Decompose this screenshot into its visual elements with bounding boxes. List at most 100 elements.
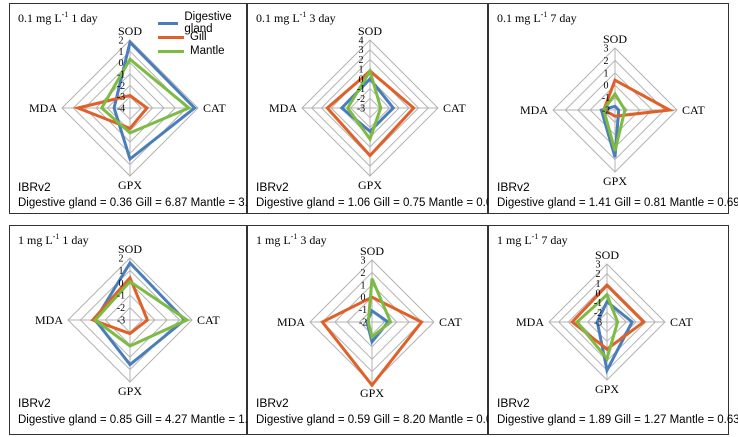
tick-label: 0 (119, 278, 124, 289)
series-mantle (574, 292, 620, 362)
axis-label-sod: SOD (118, 242, 142, 256)
ibr-values: Digestive gland = 0.85 Gill = 4.27 Mantl… (18, 414, 261, 426)
tick-label: -2 (594, 308, 602, 319)
radar-panel: 3 2 1 0 -1 -2 SOD CAT GPX MDA 1 mg L-1 3 day IBRv… (247, 225, 499, 435)
tick-label: 3 (604, 44, 609, 55)
axis-label-gpx: GPX (595, 382, 619, 396)
tick-label: 3 (361, 256, 366, 267)
legend-swatch (158, 35, 184, 39)
radar-panel: 3 2 1 0 -1 -2 SOD CAT GPX MDA 0.1 mg L-1 7 day IB… (488, 3, 738, 214)
axis-label-gpx: GPX (118, 178, 142, 192)
series-gill (90, 275, 150, 336)
tick-label: -2 (117, 81, 125, 92)
axis-label-mda: MDA (35, 313, 63, 327)
axis-label-cat: CAT (197, 313, 220, 327)
tick-label: 3 (596, 260, 601, 271)
legend-label: Gill (190, 31, 207, 43)
series-mantle (602, 91, 627, 152)
tick-label: -1 (117, 70, 125, 81)
radar-panel: 2 1 0 -1 -2 -3 SOD CAT GPX MDA 1 mg L-1 1 day IBR… (9, 225, 261, 435)
tick-label: -1 (117, 291, 125, 302)
series-digestive-gland (595, 299, 634, 375)
axis-label-gpx: GPX (360, 386, 384, 400)
series-mantle (366, 278, 393, 340)
tick-label: 2 (596, 269, 601, 280)
axis-label-mda: MDA (277, 315, 305, 329)
tick-label: -1 (594, 298, 602, 309)
ibr-values: Digestive gland = 1.06 Gill = 0.75 Mantl… (256, 197, 499, 209)
series-gill (325, 69, 416, 158)
series-digestive-gland (93, 260, 187, 367)
legend-label: Mantle (190, 45, 225, 57)
tick-label: -1 (359, 305, 367, 316)
series-digestive-gland (339, 76, 396, 134)
tick-label: 2 (359, 55, 364, 66)
axis-label-sod: SOD (603, 32, 627, 46)
axis-label-cat: CAT (439, 315, 462, 329)
legend-swatch (158, 49, 184, 53)
legend-swatch (158, 21, 179, 25)
series-digestive-gland (112, 39, 197, 162)
ibr-values: Digestive gland = 1.89 Gill = 1.27 Mantl… (497, 414, 738, 426)
legend-item-mantle: Mantle (158, 44, 246, 58)
panel-title: 1 mg L-1 7 day (497, 232, 568, 247)
legend-item-digestive-gland: Digestive gland (158, 11, 246, 35)
radar-chart: 210 -1-2 -3 SOD CAT GPX MDA (35, 242, 220, 398)
radar-chart: 321 0-1 -2 SOD CAT GPX MDA (277, 244, 462, 400)
tick-label: 0 (596, 289, 601, 300)
tick-label: -2 (359, 318, 367, 329)
panel-title: 0.1 mg L-1 1 day (18, 10, 98, 25)
series-gill (601, 78, 675, 118)
radar-panel: 3 2 1 0 -1 -2 -3 SOD CAT GPX MDA 1 mg L-1 7 day IB… (488, 225, 738, 435)
tick-label: 2 (119, 36, 124, 47)
panel-title: 1 mg L-1 1 day (18, 232, 89, 247)
tick-label: 1 (359, 65, 364, 76)
ibr-label: IBRv2 (497, 396, 530, 410)
panel-title: 0.1 mg L-1 3 day (256, 10, 336, 25)
tick-label: 2 (604, 56, 609, 67)
axis-label-gpx: GPX (603, 174, 627, 188)
panel-title: 1 mg L-1 3 day (256, 232, 327, 247)
axis-label-cat: CAT (670, 315, 693, 329)
series-mantle (93, 279, 191, 348)
radar-chart: 210-1-2-3-4 SOD CAT GPX MDA (29, 24, 226, 192)
axis-label-mda: MDA (269, 101, 297, 115)
tick-label: -4 (117, 104, 125, 115)
ibr-values: Digestive gland = 0.59 Gill = 8.20 Mantl… (256, 414, 499, 426)
tick-label: -2 (117, 303, 125, 314)
ibr-values: Digestive gland = 0.36 Gill = 6.87 Mantl… (18, 197, 261, 209)
series-gill (72, 93, 150, 131)
axis-label-mda: MDA (516, 315, 544, 329)
tick-label: -3 (117, 316, 125, 327)
radar-panel: 4 3 2 1 0 -1 -2 -3 SOD CAT GPX MDA 0.1 mg L-1 3 day… (247, 3, 499, 214)
radar-panel: 2 1 0 -1 -2 -3 -4 SOD CAT GPX MDA 0.1 mg L-1 1 day… (9, 3, 261, 214)
axis-label-gpx: GPX (118, 384, 142, 398)
tick-label: -3 (357, 104, 365, 115)
tick-label: 4 (359, 36, 364, 47)
axis-label-cat: CAT (443, 101, 466, 115)
ibr-label: IBRv2 (256, 396, 289, 410)
axis-label-gpx: GPX (358, 178, 382, 192)
tick-label: -2 (357, 94, 365, 105)
tick-label: -3 (594, 318, 602, 329)
series-gill (320, 295, 424, 388)
tick-label: -1 (357, 84, 365, 95)
radar-chart: 321 0-1 -2 SOD CAT GPX MDA (520, 32, 705, 188)
axis-label-sod: SOD (595, 248, 619, 262)
tick-label: 3 (359, 45, 364, 56)
panel-title: 0.1 mg L-1 7 day (497, 10, 577, 25)
legend-item-gill: Gill (158, 30, 246, 44)
tick-label: 1 (596, 279, 601, 290)
axis-label-mda: MDA (520, 103, 548, 117)
legend-label: Digestive gland (184, 11, 232, 35)
series-mantle (345, 67, 383, 143)
axis-label-sod: SOD (360, 244, 384, 258)
ibr-values: Digestive gland = 1.41 Gill = 0.81 Mantl… (497, 197, 738, 209)
axis-label-sod: SOD (358, 24, 382, 38)
tick-label: -2 (602, 106, 610, 117)
tick-label: -3 (117, 92, 125, 103)
tick-label: 1 (361, 280, 366, 291)
tick-label: 2 (119, 254, 124, 265)
tick-label: 2 (361, 268, 366, 279)
ibr-label: IBRv2 (18, 396, 51, 410)
